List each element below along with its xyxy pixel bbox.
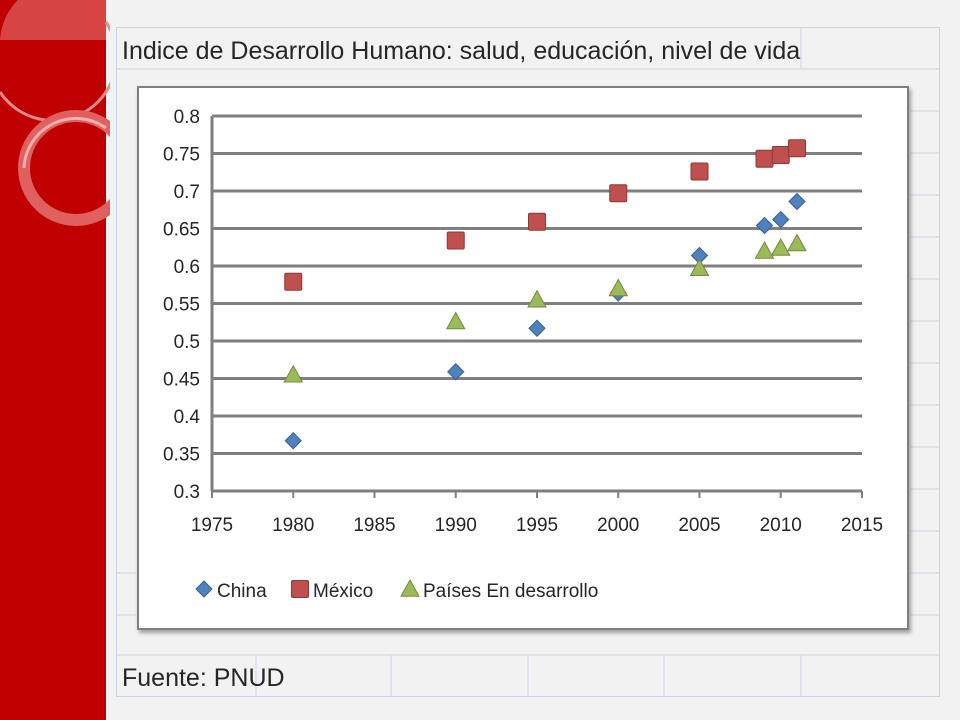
y-tick-label: 0.3 bbox=[174, 482, 200, 503]
legend-marker bbox=[195, 580, 213, 598]
decorative-rings bbox=[0, 0, 110, 226]
data-point bbox=[528, 212, 546, 231]
data-point bbox=[755, 149, 774, 168]
x-tick-label: 2010 bbox=[760, 515, 802, 536]
axes: 0.3 0.35 0.4 0.45 0.5 0.55 0.6 0.65 0.7 0.75 0.8 19… bbox=[163, 107, 883, 536]
data-point bbox=[772, 210, 790, 229]
y-tick-label: 0.75 bbox=[163, 145, 200, 166]
gridlines bbox=[212, 114, 862, 455]
y-tick-label: 0.7 bbox=[174, 182, 200, 203]
y-tick-label: 0.5 bbox=[174, 332, 200, 353]
slide-title: Indice de Desarrollo Humano: salud, educ… bbox=[122, 37, 801, 65]
y-tick-label: 0.8 bbox=[174, 107, 200, 128]
y-tick-label: 0.45 bbox=[163, 370, 200, 391]
y-tick-label: 0.6 bbox=[174, 257, 200, 278]
data-point bbox=[528, 319, 546, 337]
chart-frame: 0.3 0.35 0.4 0.45 0.5 0.55 0.6 0.65 0.7 0.75 0.8 19… bbox=[137, 86, 909, 630]
x-tick-label: 1975 bbox=[191, 515, 233, 536]
x-tick-label: 1990 bbox=[435, 515, 477, 536]
x-tick-label: 2000 bbox=[597, 515, 639, 536]
series-3 bbox=[283, 233, 807, 383]
legend-marker bbox=[291, 580, 309, 598]
legend-label: China bbox=[217, 581, 267, 602]
data-point bbox=[446, 231, 465, 250]
x-tick-label: 1995 bbox=[516, 515, 558, 536]
data-point bbox=[609, 184, 628, 203]
data-point bbox=[527, 289, 547, 308]
data-point bbox=[284, 432, 302, 450]
series-2 bbox=[284, 139, 806, 291]
x-tick-label: 2015 bbox=[841, 515, 883, 536]
data-point bbox=[447, 363, 465, 381]
series-1 bbox=[284, 192, 806, 450]
x-tick-label: 1980 bbox=[272, 515, 314, 536]
data-point bbox=[788, 139, 806, 158]
data-point bbox=[770, 237, 791, 256]
data-point bbox=[608, 278, 629, 297]
legend-marker bbox=[400, 578, 420, 597]
data-point bbox=[787, 233, 807, 252]
slide-table-grid bbox=[116, 27, 940, 697]
data-point bbox=[690, 162, 709, 181]
data-point bbox=[445, 311, 466, 330]
legend-label: México bbox=[313, 581, 373, 602]
source-note: Fuente: PNUD bbox=[122, 664, 285, 692]
y-tick-label: 0.55 bbox=[163, 295, 200, 316]
x-tick-label: 1985 bbox=[353, 515, 395, 536]
data-point bbox=[755, 216, 774, 235]
y-tick-label: 0.35 bbox=[163, 445, 200, 466]
data-points bbox=[283, 139, 807, 450]
legend: China México Países En desarrollo bbox=[195, 578, 598, 602]
data-point bbox=[284, 272, 303, 291]
data-point bbox=[754, 240, 775, 259]
data-point bbox=[283, 364, 304, 383]
data-point bbox=[788, 192, 806, 211]
y-tick-label: 0.4 bbox=[174, 407, 201, 428]
legend-label: Países En desarrollo bbox=[423, 581, 598, 602]
y-tick-label: 0.65 bbox=[163, 220, 200, 241]
scatter-chart: 0.3 0.35 0.4 0.45 0.5 0.55 0.6 0.65 0.7 0.75 0.8 19… bbox=[163, 107, 883, 602]
x-tick-label: 2005 bbox=[678, 515, 720, 536]
data-point bbox=[689, 258, 710, 276]
data-point bbox=[771, 146, 790, 164]
